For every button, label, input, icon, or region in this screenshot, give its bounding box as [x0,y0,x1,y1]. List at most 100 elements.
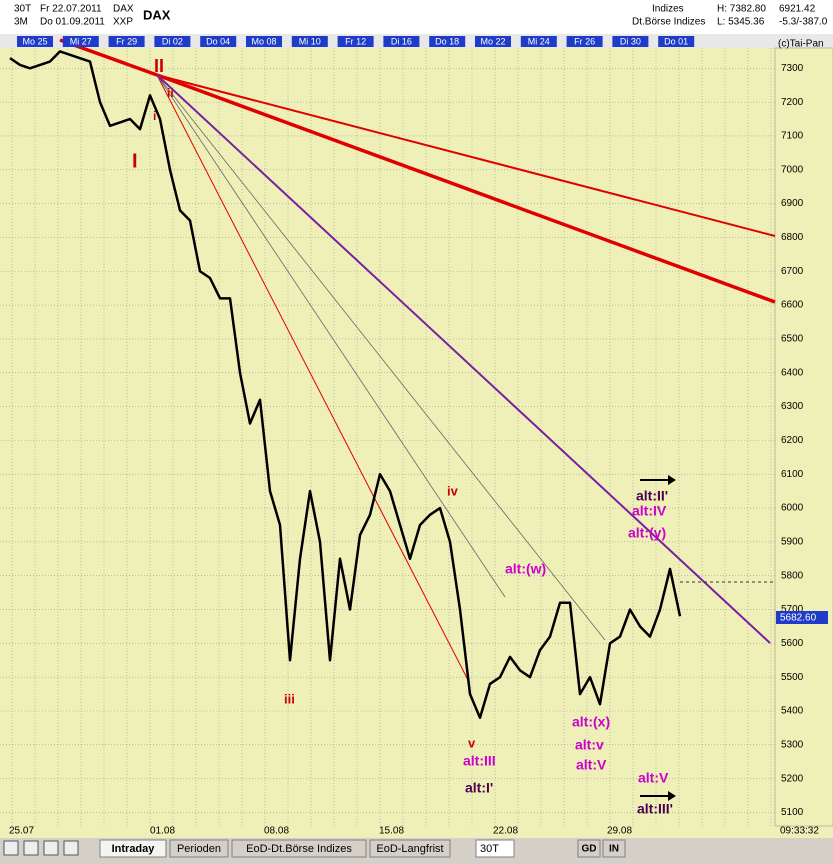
y-tick-label: 6900 [781,198,804,209]
day-label: Do 18 [435,36,459,46]
date-from: Fr 22.07.2011 [40,4,102,15]
group: Indizes [652,4,684,15]
market: Dt.Börse Indizes [632,17,705,28]
trend-line [156,74,776,237]
day-box [337,36,374,47]
day-box [475,36,511,47]
day-label: Di 16 [391,36,412,46]
tab[interactable] [231,839,367,858]
wave-label: alt:(y) [628,525,666,541]
arrow-head [668,475,676,485]
day-box [108,36,145,47]
period: 30T [14,4,31,15]
wave-label: i [153,109,156,123]
wave-label: alt:v [575,737,604,753]
range: 3M [14,17,28,28]
high: H: 7382.80 [717,4,766,15]
day-label: Fr 29 [116,36,137,46]
day-box [658,36,695,47]
copyright: (c)Tai-Pan [778,39,824,50]
wave-label: alt:IV [632,503,667,519]
y-tick-label: 7000 [781,164,804,175]
day-label: Fr 12 [345,36,366,46]
y-tick-label: 5700 [781,604,804,615]
trend-line [156,74,606,641]
x-tick-label: 15.08 [379,826,404,837]
icon-button[interactable] [23,840,39,856]
header-bar [0,0,833,34]
trend-line [156,74,506,598]
wave-label: alt:III [463,753,496,769]
y-tick-label: 5600 [781,638,804,649]
button[interactable] [577,839,601,858]
toolbar: Intraday Perioden EoD-Dt.Börse Indizes EoD-… [0,838,833,859]
wave-label: alt:(w) [505,561,546,577]
period-select[interactable] [475,839,515,858]
y-tick-label: 7200 [781,97,804,108]
price-label-bg [776,611,828,624]
chart-background [0,0,833,838]
tab[interactable] [169,839,229,858]
icon-button[interactable] [3,840,19,856]
button[interactable] [602,839,626,858]
y-tick-label: 6700 [781,266,804,277]
y-tick-label: 6000 [781,503,804,514]
wave-label: iv [447,483,459,498]
tab[interactable] [369,839,451,858]
wave-label: iii [284,691,295,706]
day-box [383,36,420,47]
day-label: Mo 08 [251,36,276,46]
wave-label: alt:II' [636,488,668,504]
button-label[interactable]: GD [582,844,597,855]
low: L: 5345.36 [717,17,765,28]
trend-lines [59,38,776,801]
clock: 09:33:32 [780,826,819,837]
y-tick-label: 7100 [781,131,804,142]
y-tick-label: 6500 [781,334,804,345]
tab-label[interactable]: Intraday [112,843,156,855]
day-box [291,36,328,47]
tab-label[interactable]: EoD-Dt.Börse Indizes [246,843,352,855]
icon-button[interactable] [63,840,79,856]
tab[interactable] [99,839,167,858]
y-tick-label: 6100 [781,469,804,480]
tab-label[interactable]: EoD-Langfrist [376,843,443,855]
button-label[interactable]: IN [609,844,619,855]
day-label: Mo 22 [480,36,505,46]
day-label: Mo 25 [22,36,47,46]
arrow-head [668,791,676,801]
tab-label[interactable]: Perioden [177,843,221,855]
day-box [17,36,53,47]
day-box [520,36,557,47]
day-label: Mi 27 [70,36,92,46]
y-tick-label: 6200 [781,435,804,446]
day-box [612,36,649,47]
y-tick-label: 5200 [781,773,804,784]
y-tick-label: 5100 [781,807,804,818]
day-box [62,36,99,47]
day-label: Di 30 [620,36,641,46]
y-tick-label: 5800 [781,570,804,581]
wave-label: ii [167,86,174,100]
day-label: Mi 24 [528,36,550,46]
day-label: Fr 26 [574,36,595,46]
period-select-label[interactable]: 30T [480,843,499,855]
y-tick-label: 5900 [781,537,804,548]
wave-label: alt:V [576,757,607,773]
trend-line [156,73,776,304]
chart-name: DAX [143,7,171,22]
day-label: Di 02 [162,36,183,46]
wave-label: alt:I' [465,780,493,796]
icon-button[interactable] [43,840,59,856]
x-tick-label: 08.08 [264,826,289,837]
trend-line [156,74,771,644]
y-tick-label: 7300 [781,63,804,74]
wave-label: alt:(x) [572,714,610,730]
y-tick-label: 5400 [781,706,804,717]
trend-line [156,74,469,681]
day-box [429,36,466,47]
last: 6921.42 [779,4,816,15]
x-tick-label: 29.08 [607,826,632,837]
day-label: Mi 10 [299,36,321,46]
